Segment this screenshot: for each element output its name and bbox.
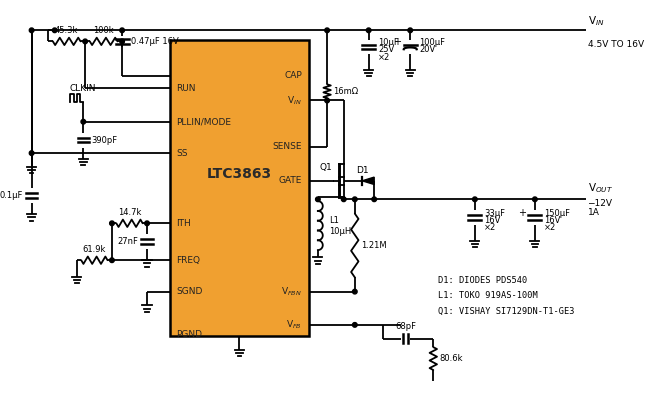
Text: 1.21M: 1.21M bbox=[361, 241, 387, 250]
Text: GATE: GATE bbox=[279, 176, 302, 185]
Text: −12V: −12V bbox=[588, 199, 612, 208]
Text: CAP: CAP bbox=[285, 71, 302, 80]
Text: +: + bbox=[393, 37, 401, 47]
Circle shape bbox=[29, 151, 34, 155]
Circle shape bbox=[53, 28, 57, 33]
Bar bbox=[170, 41, 309, 336]
Circle shape bbox=[145, 221, 150, 226]
Circle shape bbox=[352, 197, 357, 202]
Text: 0.47μF 16V: 0.47μF 16V bbox=[131, 37, 179, 46]
Text: 33μF: 33μF bbox=[484, 209, 505, 217]
Text: D1: D1 bbox=[356, 166, 369, 175]
Text: D1: DIODES PDS540
L1: TOKO 919AS-100M
Q1: VISHAY SI7129DN-T1-GE3: D1: DIODES PDS540 L1: TOKO 919AS-100M Q1… bbox=[438, 276, 575, 316]
Text: 10μF: 10μF bbox=[378, 38, 398, 47]
Text: 16V: 16V bbox=[484, 216, 500, 225]
Text: 61.9k: 61.9k bbox=[83, 245, 106, 254]
Text: 100μF: 100μF bbox=[419, 38, 445, 47]
Circle shape bbox=[325, 98, 330, 103]
Text: ×2: ×2 bbox=[484, 223, 497, 232]
Text: 27nF: 27nF bbox=[118, 237, 138, 246]
Text: 16mΩ: 16mΩ bbox=[333, 87, 359, 96]
Text: PLLIN/MODE: PLLIN/MODE bbox=[177, 117, 231, 126]
Text: 14.7k: 14.7k bbox=[118, 208, 141, 217]
Circle shape bbox=[367, 28, 371, 33]
Text: SS: SS bbox=[177, 149, 188, 158]
Text: PGND: PGND bbox=[177, 330, 203, 338]
Circle shape bbox=[120, 28, 124, 33]
Circle shape bbox=[341, 197, 346, 202]
Circle shape bbox=[352, 323, 357, 327]
Text: Q1: Q1 bbox=[320, 164, 333, 173]
Text: LTC3863: LTC3863 bbox=[207, 167, 272, 181]
Text: SENSE: SENSE bbox=[272, 142, 302, 151]
Text: 1A: 1A bbox=[588, 208, 599, 217]
Text: 150μF: 150μF bbox=[544, 209, 570, 217]
Circle shape bbox=[372, 197, 376, 202]
Circle shape bbox=[408, 28, 413, 33]
Text: 390pF: 390pF bbox=[92, 136, 118, 145]
Text: 80.6k: 80.6k bbox=[440, 354, 463, 363]
Text: 0.1μF: 0.1μF bbox=[0, 191, 23, 200]
Text: V$_{FBN}$: V$_{FBN}$ bbox=[281, 285, 302, 298]
Text: V$_{IN}$: V$_{IN}$ bbox=[588, 15, 605, 28]
Circle shape bbox=[532, 197, 537, 202]
Text: 16V: 16V bbox=[544, 216, 560, 225]
Text: 68pF: 68pF bbox=[395, 322, 416, 331]
Circle shape bbox=[81, 119, 86, 124]
Circle shape bbox=[83, 39, 88, 44]
Text: 20V: 20V bbox=[419, 45, 436, 54]
Circle shape bbox=[29, 28, 34, 33]
Circle shape bbox=[110, 221, 114, 226]
Text: 4.5V TO 16V: 4.5V TO 16V bbox=[588, 39, 645, 48]
Circle shape bbox=[110, 258, 114, 262]
Text: ×2: ×2 bbox=[544, 223, 556, 232]
Text: V$_{IN}$: V$_{IN}$ bbox=[287, 94, 302, 107]
Circle shape bbox=[473, 197, 477, 202]
Circle shape bbox=[352, 289, 357, 294]
Circle shape bbox=[315, 197, 320, 202]
Text: SGND: SGND bbox=[177, 287, 203, 296]
Text: L1
10μH: L1 10μH bbox=[330, 216, 352, 236]
Polygon shape bbox=[362, 177, 374, 184]
Text: CLKIN: CLKIN bbox=[69, 84, 96, 93]
Text: 25V: 25V bbox=[378, 45, 394, 54]
Text: RUN: RUN bbox=[177, 84, 196, 93]
Text: V$_{FB}$: V$_{FB}$ bbox=[286, 319, 302, 331]
Text: ITH: ITH bbox=[177, 219, 191, 228]
Text: FREQ: FREQ bbox=[177, 256, 201, 265]
Text: 100k: 100k bbox=[94, 26, 114, 35]
Text: +: + bbox=[517, 208, 526, 217]
Text: ×2: ×2 bbox=[378, 52, 390, 61]
Circle shape bbox=[120, 39, 124, 44]
Text: V$_{OUT}$: V$_{OUT}$ bbox=[588, 181, 613, 195]
Text: 45.3k: 45.3k bbox=[55, 26, 79, 35]
Circle shape bbox=[325, 28, 330, 33]
